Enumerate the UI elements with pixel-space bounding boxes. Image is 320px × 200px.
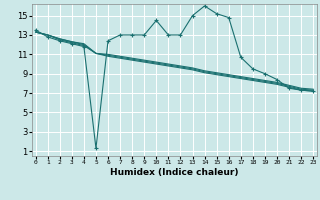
X-axis label: Humidex (Indice chaleur): Humidex (Indice chaleur) — [110, 168, 239, 177]
